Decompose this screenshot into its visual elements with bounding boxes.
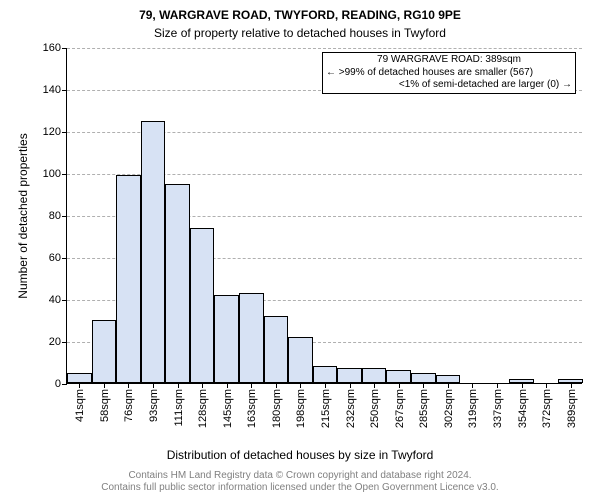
x-tick-label: 285sqm bbox=[416, 389, 430, 428]
x-tick-mark bbox=[325, 383, 326, 388]
footer-line2: Contains full public sector information … bbox=[0, 482, 600, 494]
x-tick-mark bbox=[276, 383, 277, 388]
histogram-bar bbox=[141, 121, 166, 384]
y-tick-label: 0 bbox=[55, 378, 67, 390]
x-tick-label: 250sqm bbox=[367, 389, 381, 428]
histogram-bar bbox=[411, 373, 436, 384]
x-tick-mark bbox=[153, 383, 154, 388]
x-tick-mark bbox=[522, 383, 523, 388]
histogram-bar bbox=[264, 316, 289, 383]
x-tick-label: 76sqm bbox=[121, 389, 135, 422]
x-tick-label: 302sqm bbox=[441, 389, 455, 428]
x-tick-label: 41sqm bbox=[72, 389, 86, 422]
histogram-bar bbox=[116, 175, 141, 383]
y-tick-label: 80 bbox=[49, 210, 67, 222]
gridline bbox=[67, 48, 582, 49]
chart-container: 79, WARGRAVE ROAD, TWYFORD, READING, RG1… bbox=[0, 0, 600, 500]
x-axis-label: Distribution of detached houses by size … bbox=[0, 448, 600, 462]
chart-title-line2: Size of property relative to detached ho… bbox=[0, 26, 600, 40]
x-tick-mark bbox=[350, 383, 351, 388]
histogram-bar bbox=[190, 228, 215, 383]
x-tick-label: 163sqm bbox=[244, 389, 258, 428]
x-tick-mark bbox=[399, 383, 400, 388]
x-tick-mark bbox=[546, 383, 547, 388]
histogram-bar bbox=[436, 375, 461, 383]
x-tick-label: 319sqm bbox=[465, 389, 479, 428]
x-tick-mark bbox=[79, 383, 80, 388]
y-tick-label: 140 bbox=[43, 84, 67, 96]
histogram-bar bbox=[313, 366, 338, 383]
histogram-bar bbox=[239, 293, 264, 383]
x-tick-label: 145sqm bbox=[220, 389, 234, 428]
x-tick-mark bbox=[300, 383, 301, 388]
x-tick-label: 267sqm bbox=[392, 389, 406, 428]
x-tick-mark bbox=[178, 383, 179, 388]
histogram-bar bbox=[92, 320, 117, 383]
x-tick-label: 93sqm bbox=[146, 389, 160, 422]
property-annotation: 79 WARGRAVE ROAD: 389sqm← >99% of detach… bbox=[322, 52, 576, 94]
histogram-bar bbox=[165, 184, 190, 384]
histogram-bar bbox=[67, 373, 92, 384]
plot-area: 02040608010012014016041sqm58sqm76sqm93sq… bbox=[66, 48, 582, 384]
x-tick-label: 337sqm bbox=[490, 389, 504, 428]
annotation-line: <1% of semi-detached are larger (0) → bbox=[326, 79, 572, 92]
histogram-bar bbox=[214, 295, 239, 383]
x-tick-label: 372sqm bbox=[539, 389, 553, 428]
x-tick-label: 232sqm bbox=[343, 389, 357, 428]
x-tick-mark bbox=[128, 383, 129, 388]
x-tick-label: 58sqm bbox=[97, 389, 111, 422]
x-tick-mark bbox=[423, 383, 424, 388]
y-tick-label: 160 bbox=[43, 42, 67, 54]
x-tick-label: 111sqm bbox=[171, 389, 185, 427]
x-tick-label: 215sqm bbox=[318, 389, 332, 428]
y-tick-label: 20 bbox=[49, 336, 67, 348]
x-tick-mark bbox=[497, 383, 498, 388]
x-tick-mark bbox=[571, 383, 572, 388]
annotation-line: 79 WARGRAVE ROAD: 389sqm bbox=[326, 54, 572, 67]
x-tick-mark bbox=[104, 383, 105, 388]
x-tick-label: 354sqm bbox=[515, 389, 529, 428]
footer-line1: Contains HM Land Registry data © Crown c… bbox=[0, 470, 600, 482]
y-tick-label: 40 bbox=[49, 294, 67, 306]
x-tick-mark bbox=[448, 383, 449, 388]
x-tick-mark bbox=[202, 383, 203, 388]
histogram-bar bbox=[386, 370, 411, 383]
x-tick-label: 198sqm bbox=[293, 389, 307, 428]
x-tick-mark bbox=[374, 383, 375, 388]
x-tick-mark bbox=[227, 383, 228, 388]
y-tick-label: 100 bbox=[43, 168, 67, 180]
x-tick-label: 180sqm bbox=[269, 389, 283, 428]
y-axis-label: Number of detached properties bbox=[16, 48, 30, 384]
histogram-bar bbox=[337, 368, 362, 383]
x-tick-mark bbox=[472, 383, 473, 388]
annotation-line: ← >99% of detached houses are smaller (5… bbox=[326, 67, 572, 80]
histogram-bar bbox=[288, 337, 313, 383]
footer-attribution: Contains HM Land Registry data © Crown c… bbox=[0, 470, 600, 494]
y-tick-label: 60 bbox=[49, 252, 67, 264]
x-tick-label: 389sqm bbox=[564, 389, 578, 428]
x-tick-label: 128sqm bbox=[195, 389, 209, 428]
x-tick-mark bbox=[251, 383, 252, 388]
chart-title-line1: 79, WARGRAVE ROAD, TWYFORD, READING, RG1… bbox=[0, 8, 600, 22]
y-tick-label: 120 bbox=[43, 126, 67, 138]
histogram-bar bbox=[362, 368, 387, 383]
